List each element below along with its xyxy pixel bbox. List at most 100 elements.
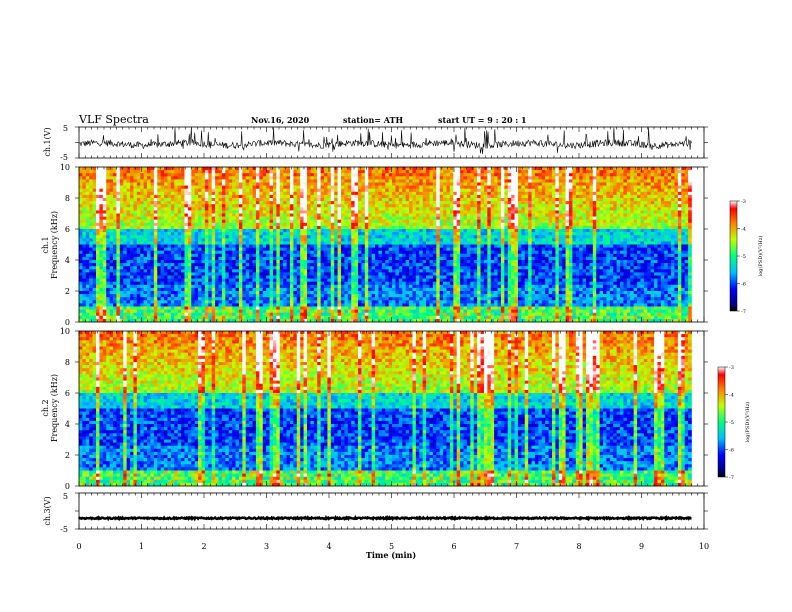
spectrogram-cell	[255, 185, 260, 189]
spectrogram-cell	[136, 229, 141, 233]
spectrogram-cell	[487, 194, 492, 199]
spectrogram-cell	[422, 188, 427, 193]
spectrogram-cell	[620, 204, 624, 208]
spectrogram-cell	[99, 219, 104, 224]
spectrogram-cell	[480, 182, 485, 186]
spectrogram-cell	[96, 201, 100, 205]
spectrogram-cell	[483, 194, 488, 199]
spectrogram-cell	[167, 222, 172, 227]
spectrogram-cell	[688, 225, 692, 230]
spectrogram-cell	[303, 247, 308, 251]
spectrogram-cell	[398, 201, 403, 205]
spectrogram-cell	[507, 229, 512, 233]
spectrogram-cell	[507, 222, 512, 227]
spectrogram-cell	[477, 173, 481, 177]
spectrogram-cell	[327, 229, 332, 233]
spectrogram-cell	[412, 198, 417, 202]
spectrogram-cell	[313, 235, 318, 239]
spectrogram-cell	[194, 210, 199, 214]
spectrogram-cell	[119, 173, 124, 177]
spectrogram-cell	[388, 191, 393, 196]
spectrogram-cell	[201, 170, 206, 174]
spectrogram-cell	[555, 179, 560, 183]
spectrogram-cell	[317, 198, 321, 202]
spectrogram-cell	[650, 229, 655, 233]
spectrogram-cell	[344, 238, 349, 242]
spectrogram-cell	[490, 232, 495, 236]
spectrogram-cell	[419, 185, 423, 189]
spectrogram-cell	[545, 198, 549, 202]
spectrogram-cell	[569, 244, 573, 248]
spectrogram-cell	[296, 232, 301, 236]
spectrogram-cell	[198, 179, 202, 183]
spectrogram-cell	[548, 176, 553, 180]
spectrogram-cell	[238, 216, 243, 220]
spectrogram-cell	[514, 216, 519, 220]
spectrogram-cell	[177, 232, 182, 236]
spectrogram-cell	[688, 182, 692, 186]
spectrogram-cell	[150, 179, 155, 183]
spectrogram-cell	[609, 225, 614, 230]
spectrogram-cell	[255, 235, 260, 239]
spectrogram-cell	[429, 222, 434, 227]
spectrogram-cell	[324, 229, 328, 233]
spectrogram-cell	[119, 219, 124, 224]
spectrogram-cell	[177, 173, 182, 177]
spectrogram-cell	[245, 182, 250, 186]
spectrogram-cell	[378, 219, 383, 224]
spectrogram-cell	[218, 219, 223, 224]
spectrogram-cell	[381, 185, 386, 189]
spectrogram-cell	[521, 232, 526, 236]
spectrogram-cell	[426, 229, 430, 233]
spectrogram-cell	[565, 235, 570, 239]
spectrogram-cell	[681, 222, 685, 227]
spectrogram-cell	[392, 222, 396, 227]
spectrogram-cell	[388, 207, 393, 211]
spectrogram-cell	[235, 188, 240, 193]
spectrogram-cell	[551, 185, 556, 189]
spectrogram-cell	[255, 204, 260, 208]
spectrogram-cell	[402, 247, 406, 251]
spectrogram-cell	[551, 229, 556, 233]
spectrogram-cell	[269, 213, 274, 217]
spectrogram-cell	[647, 188, 651, 193]
spectrogram-cell	[181, 225, 185, 230]
spectrogram-cell	[361, 179, 366, 183]
spectrogram-cell	[160, 225, 165, 230]
spectrogram-cell	[334, 170, 338, 174]
spectrogram-cell	[174, 182, 178, 186]
spectrogram-cell	[514, 173, 519, 177]
spectrogram-cell	[235, 229, 240, 233]
spectrogram-cell	[405, 213, 410, 217]
spectrogram-cell	[409, 194, 413, 199]
spectrogram-cell	[681, 167, 685, 171]
spectrogram-cell	[153, 188, 158, 193]
spectrogram-cell	[419, 204, 423, 208]
spectrogram-cell	[677, 241, 682, 245]
spectrogram-cell	[551, 204, 556, 208]
spectrogram-cell	[89, 191, 93, 196]
spectrogram-cell	[456, 179, 461, 183]
spectrogram-cell	[398, 222, 403, 227]
spectrogram-cell	[436, 213, 440, 217]
spectrogram-cell	[517, 213, 522, 217]
spectrogram-cell	[279, 173, 284, 177]
spectrogram-cell	[150, 216, 155, 220]
spectrogram-cell	[395, 191, 400, 196]
spectrogram-cell	[667, 201, 672, 205]
spectrogram-cell	[381, 207, 386, 211]
spectrogram-cell	[276, 225, 281, 230]
spectrogram-cell	[422, 194, 427, 199]
spectrogram-cell	[426, 194, 430, 199]
spectrogram-cell	[422, 204, 427, 208]
spectrogram-cell	[497, 201, 502, 205]
spectrogram-cell	[640, 201, 645, 205]
spectrogram-cell	[79, 179, 83, 183]
spectrogram-cell	[688, 222, 692, 227]
spectrogram-cell	[422, 229, 427, 233]
spectrogram-cell	[116, 167, 121, 171]
spectrogram-cell	[388, 201, 393, 205]
spectrogram-cell	[143, 247, 148, 251]
spectrogram-cell	[599, 191, 604, 196]
spectrogram-cell	[160, 170, 165, 174]
